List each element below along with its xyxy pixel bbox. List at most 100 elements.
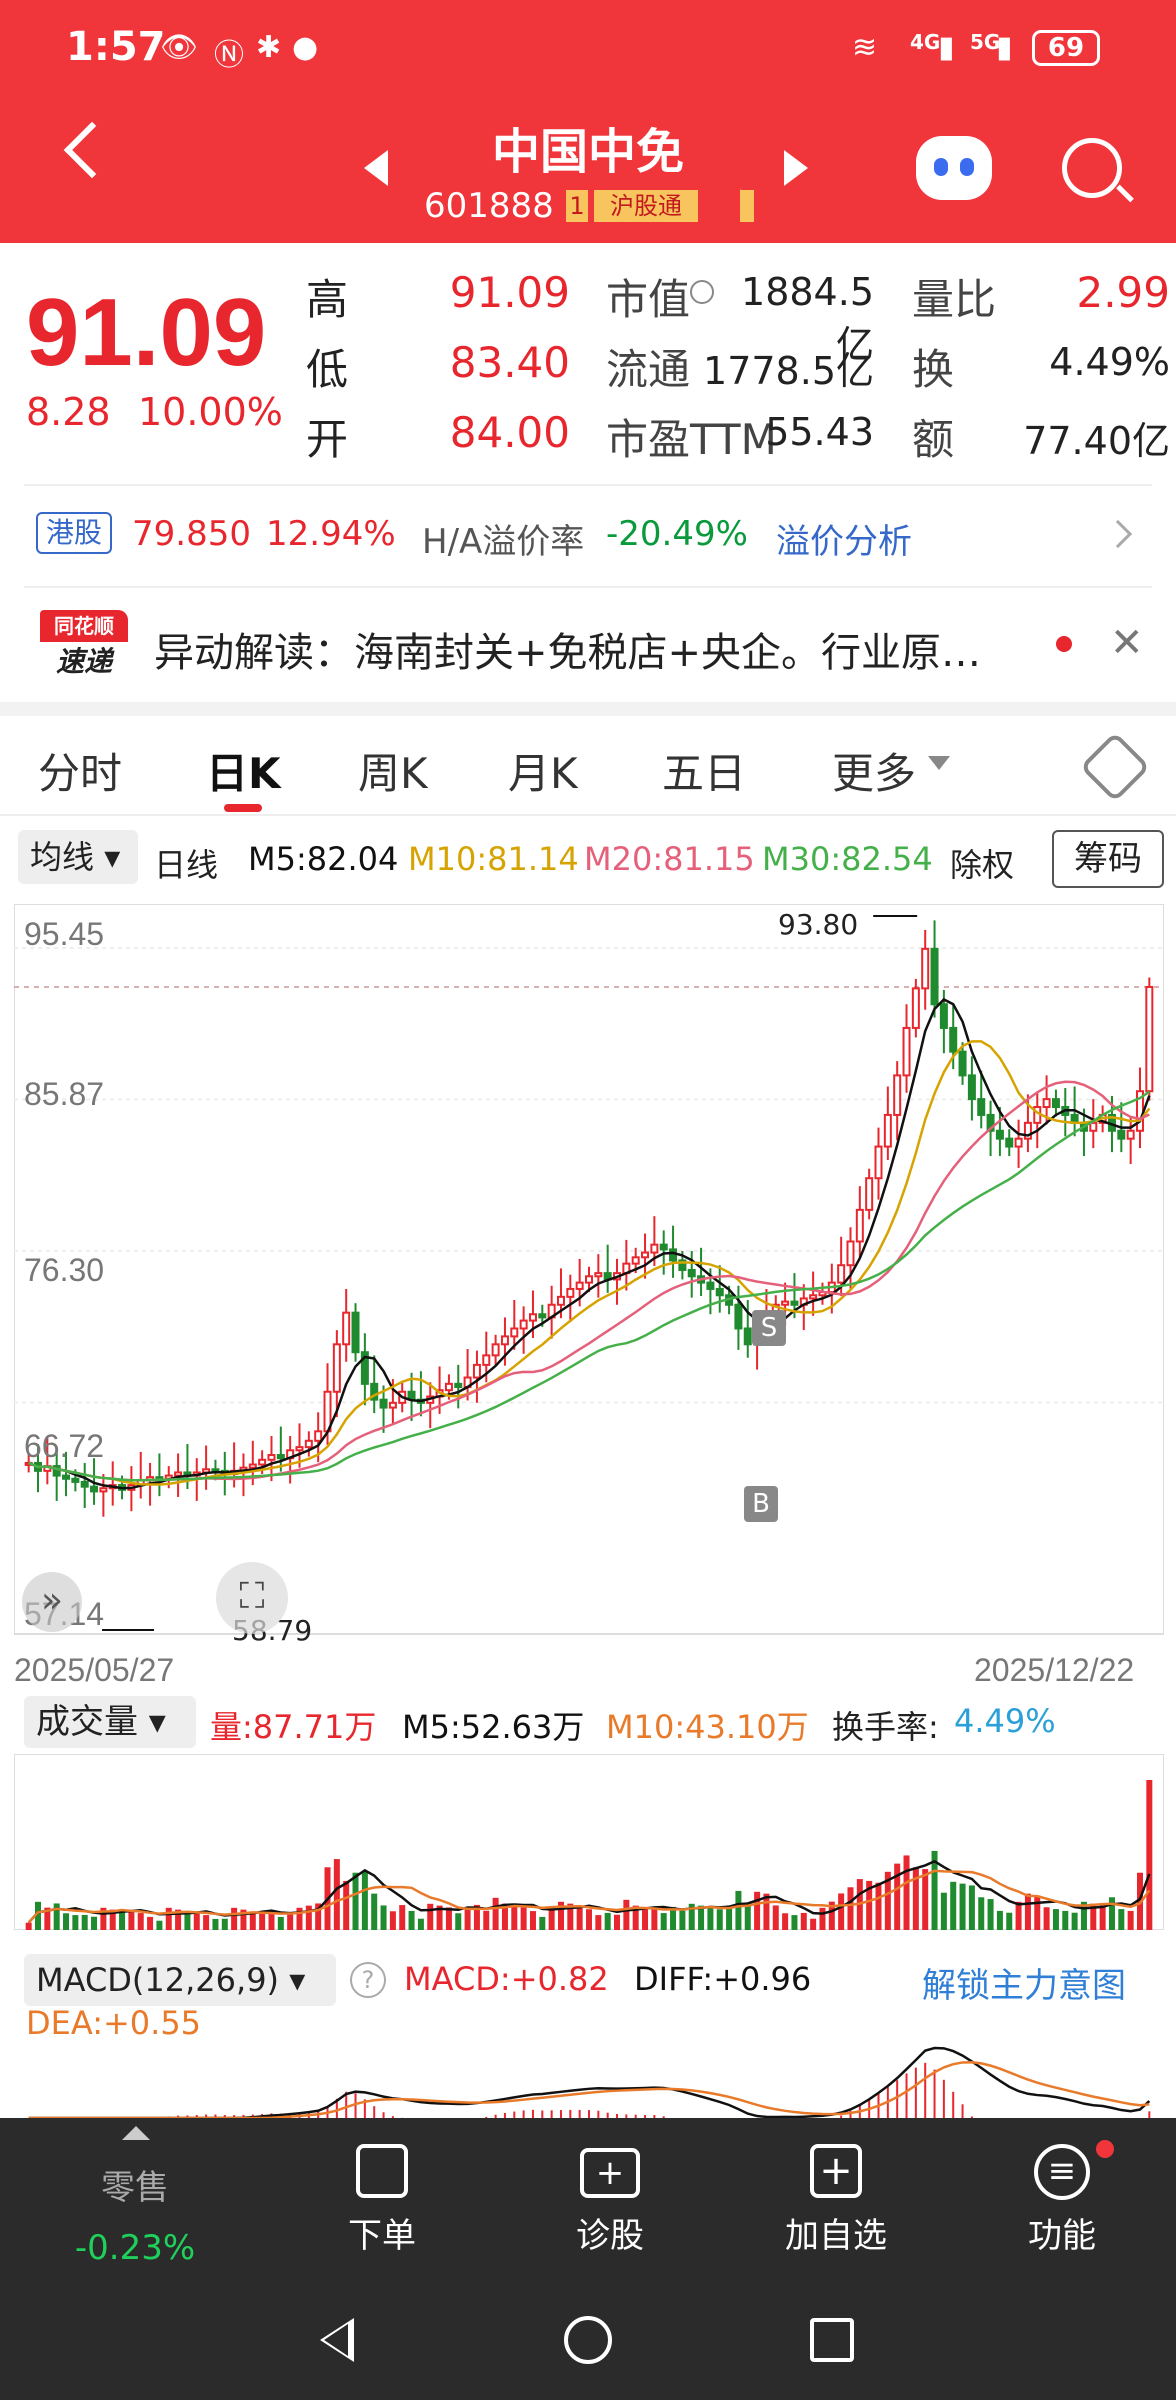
volume-bar [847, 1887, 854, 1930]
stock-code: 601888 [424, 186, 554, 226]
divider [0, 814, 1176, 816]
volume-bar [679, 1910, 686, 1930]
volume-indicator-select[interactable]: 成交量 ▾ [24, 1696, 196, 1748]
volume-bar [520, 1907, 527, 1930]
candle [902, 1026, 911, 1077]
macd-value: MACD:+0.82 [404, 1960, 609, 1998]
candle [893, 1074, 902, 1116]
chip-button[interactable]: 筹码 [1052, 830, 1164, 888]
ha-premium-label: H/A溢价率 [422, 522, 585, 562]
ma-select[interactable]: 均线 ▾ [18, 830, 138, 884]
candle [846, 1240, 855, 1267]
tab-monthly-k[interactable]: 月K [508, 749, 578, 798]
volume-bar [380, 1905, 387, 1930]
amount-label: 额 [912, 415, 955, 464]
close-icon[interactable]: ✕ [1110, 620, 1144, 666]
sell-signal[interactable]: S [752, 1310, 786, 1346]
volume-bar [1024, 1893, 1031, 1930]
tab-daily-k[interactable]: 日K [206, 749, 281, 798]
candle [743, 1327, 752, 1346]
order-button[interactable]: 下单 [348, 2216, 416, 2256]
volume-bar [25, 1922, 32, 1930]
candlestick-chart[interactable] [14, 904, 1164, 1644]
add-watchlist-button[interactable]: 加自选 [785, 2216, 887, 2256]
robot-assistant-icon[interactable] [916, 136, 992, 200]
dea-value: DEA:+0.55 [26, 2004, 202, 2042]
nav-back-inner [324, 2324, 348, 2356]
expand-up-icon[interactable] [122, 2126, 150, 2140]
menu-icon[interactable]: ≡ [1034, 2144, 1090, 2200]
ha-premium-value: -20.49% [606, 514, 748, 554]
candle [454, 1382, 463, 1389]
volume-bar [660, 1913, 667, 1930]
section-gap [0, 702, 1176, 716]
macd-indicator-select[interactable]: MACD(12,26,9) ▾ [24, 1954, 336, 2006]
diagnose-icon[interactable]: + [580, 2148, 640, 2198]
volume-bar [903, 1855, 910, 1930]
volume-bar [137, 1913, 144, 1930]
candle [631, 1256, 640, 1265]
vol-ma10-line [27, 1869, 1151, 1924]
sector-name[interactable]: 零售 [101, 2168, 169, 2208]
tab-indicator [224, 804, 262, 812]
eye-icon: 👁 [160, 30, 199, 65]
next-stock-icon[interactable] [784, 150, 808, 186]
help-icon[interactable]: ? [350, 1962, 386, 1998]
candle [276, 1454, 285, 1460]
candle [370, 1382, 379, 1401]
tab-five-day[interactable]: 五日 [662, 749, 747, 798]
volume-bar [996, 1910, 1003, 1930]
volume-bar [109, 1909, 116, 1930]
volume-bar [810, 1918, 817, 1930]
volume-bar [819, 1907, 826, 1930]
volume-bar [978, 1897, 985, 1930]
signal-5g: 5G [970, 30, 1001, 54]
volume-bar [165, 1907, 172, 1930]
volume-bar [529, 1911, 536, 1930]
candle [528, 1313, 537, 1322]
status-time: 1:57 [66, 24, 166, 70]
add-watchlist-icon[interactable]: + [810, 2144, 862, 2198]
function-button[interactable]: 功能 [1028, 2216, 1096, 2256]
amount-value: 77.40亿 [1023, 419, 1170, 463]
search-icon[interactable] [1062, 138, 1122, 198]
buy-signal[interactable]: B [744, 1486, 778, 1522]
volume-bar [688, 1903, 695, 1930]
tab-weekly-k[interactable]: 周K [358, 749, 428, 798]
volume-bar [670, 1906, 677, 1930]
volume-bar [128, 1911, 135, 1930]
volume-bar [156, 1920, 163, 1930]
nav-home-icon[interactable] [564, 2316, 612, 2364]
volume-bar [586, 1909, 592, 1930]
volume-chart[interactable] [14, 1754, 1164, 1930]
nav-recents-icon[interactable] [810, 2318, 854, 2362]
volume-bar [772, 1905, 779, 1930]
x-start-date: 2025/05/27 [14, 1652, 175, 1688]
notification-dot [1096, 2140, 1114, 2158]
unlock-intent-link[interactable]: 解锁主力意图 [922, 1966, 1126, 2006]
expand-left-icon[interactable]: » [22, 1572, 82, 1632]
adjust-label[interactable]: 除权 [950, 846, 1015, 884]
fullscreen-icon[interactable]: ⛶ [216, 1562, 288, 1634]
info-icon[interactable] [690, 280, 714, 304]
volume-bar [53, 1903, 60, 1930]
candle [594, 1272, 603, 1278]
candle [650, 1243, 659, 1254]
candle [921, 947, 930, 990]
diagnose-button[interactable]: 诊股 [576, 2216, 644, 2256]
order-icon[interactable] [356, 2144, 408, 2198]
ma30-line [28, 1090, 1151, 1482]
premium-analysis-link[interactable]: 溢价分析 [776, 522, 912, 562]
ma5-line [28, 997, 1151, 1490]
candle [510, 1327, 519, 1338]
volume-bar [931, 1850, 938, 1930]
candle [1126, 1129, 1135, 1140]
volume-bar [716, 1909, 723, 1930]
wifi-icon: ≋ [852, 30, 878, 65]
settings-icon[interactable] [1079, 731, 1151, 803]
prev-stock-icon[interactable] [364, 150, 388, 186]
tab-more[interactable]: 更多 [832, 749, 917, 798]
news-text[interactable]: 异动解读：海南封关+免税店+央企。行业原… [154, 630, 982, 676]
pe-label: 市盈TTM [606, 415, 777, 464]
tab-intraday[interactable]: 分时 [38, 749, 123, 798]
